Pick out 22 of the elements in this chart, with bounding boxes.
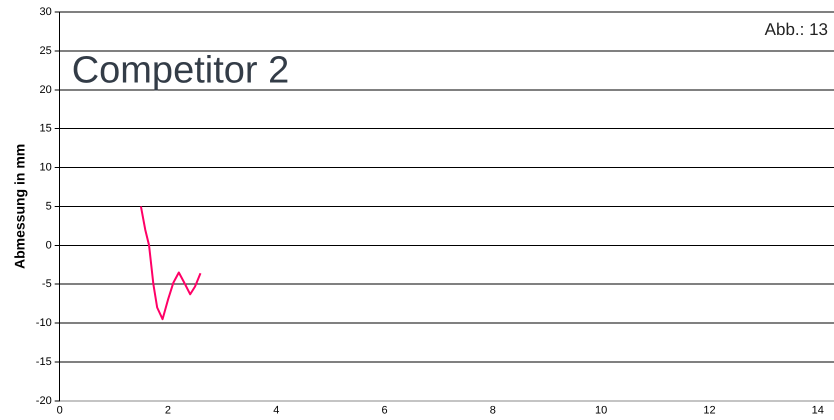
y-tick-label: 20 <box>39 84 52 96</box>
x-tick-label: 2 <box>164 404 172 416</box>
x-tick-label: 4 <box>273 404 280 416</box>
y-axis-title: Abmessung in mm <box>11 144 28 270</box>
y-tick-label: -10 <box>36 317 52 330</box>
y-tick-label: -20 <box>36 394 52 407</box>
text: Competitor 2 <box>72 49 290 92</box>
y-tick-label: 10 <box>39 162 52 174</box>
x-tick-label: 10 <box>595 404 608 416</box>
y-tick-label: 15 <box>39 122 52 135</box>
y-tick-label: 25 <box>39 44 52 57</box>
y-tick-label: 0 <box>46 239 52 252</box>
y-tick-label: -5 <box>42 278 52 290</box>
y-tick-label: 30 <box>39 6 52 18</box>
x-tick-label: 8 <box>490 404 496 416</box>
annotation: Abb.: 13 <box>764 20 828 40</box>
x-tick-label: 14 <box>812 404 824 416</box>
y-tick-label: -15 <box>36 356 52 368</box>
x-tick-label: 12 <box>703 404 716 416</box>
y-tick-label: 5 <box>46 200 52 212</box>
x-tick-label: 0 <box>56 404 63 416</box>
x-tick-label: 6 <box>382 404 388 416</box>
